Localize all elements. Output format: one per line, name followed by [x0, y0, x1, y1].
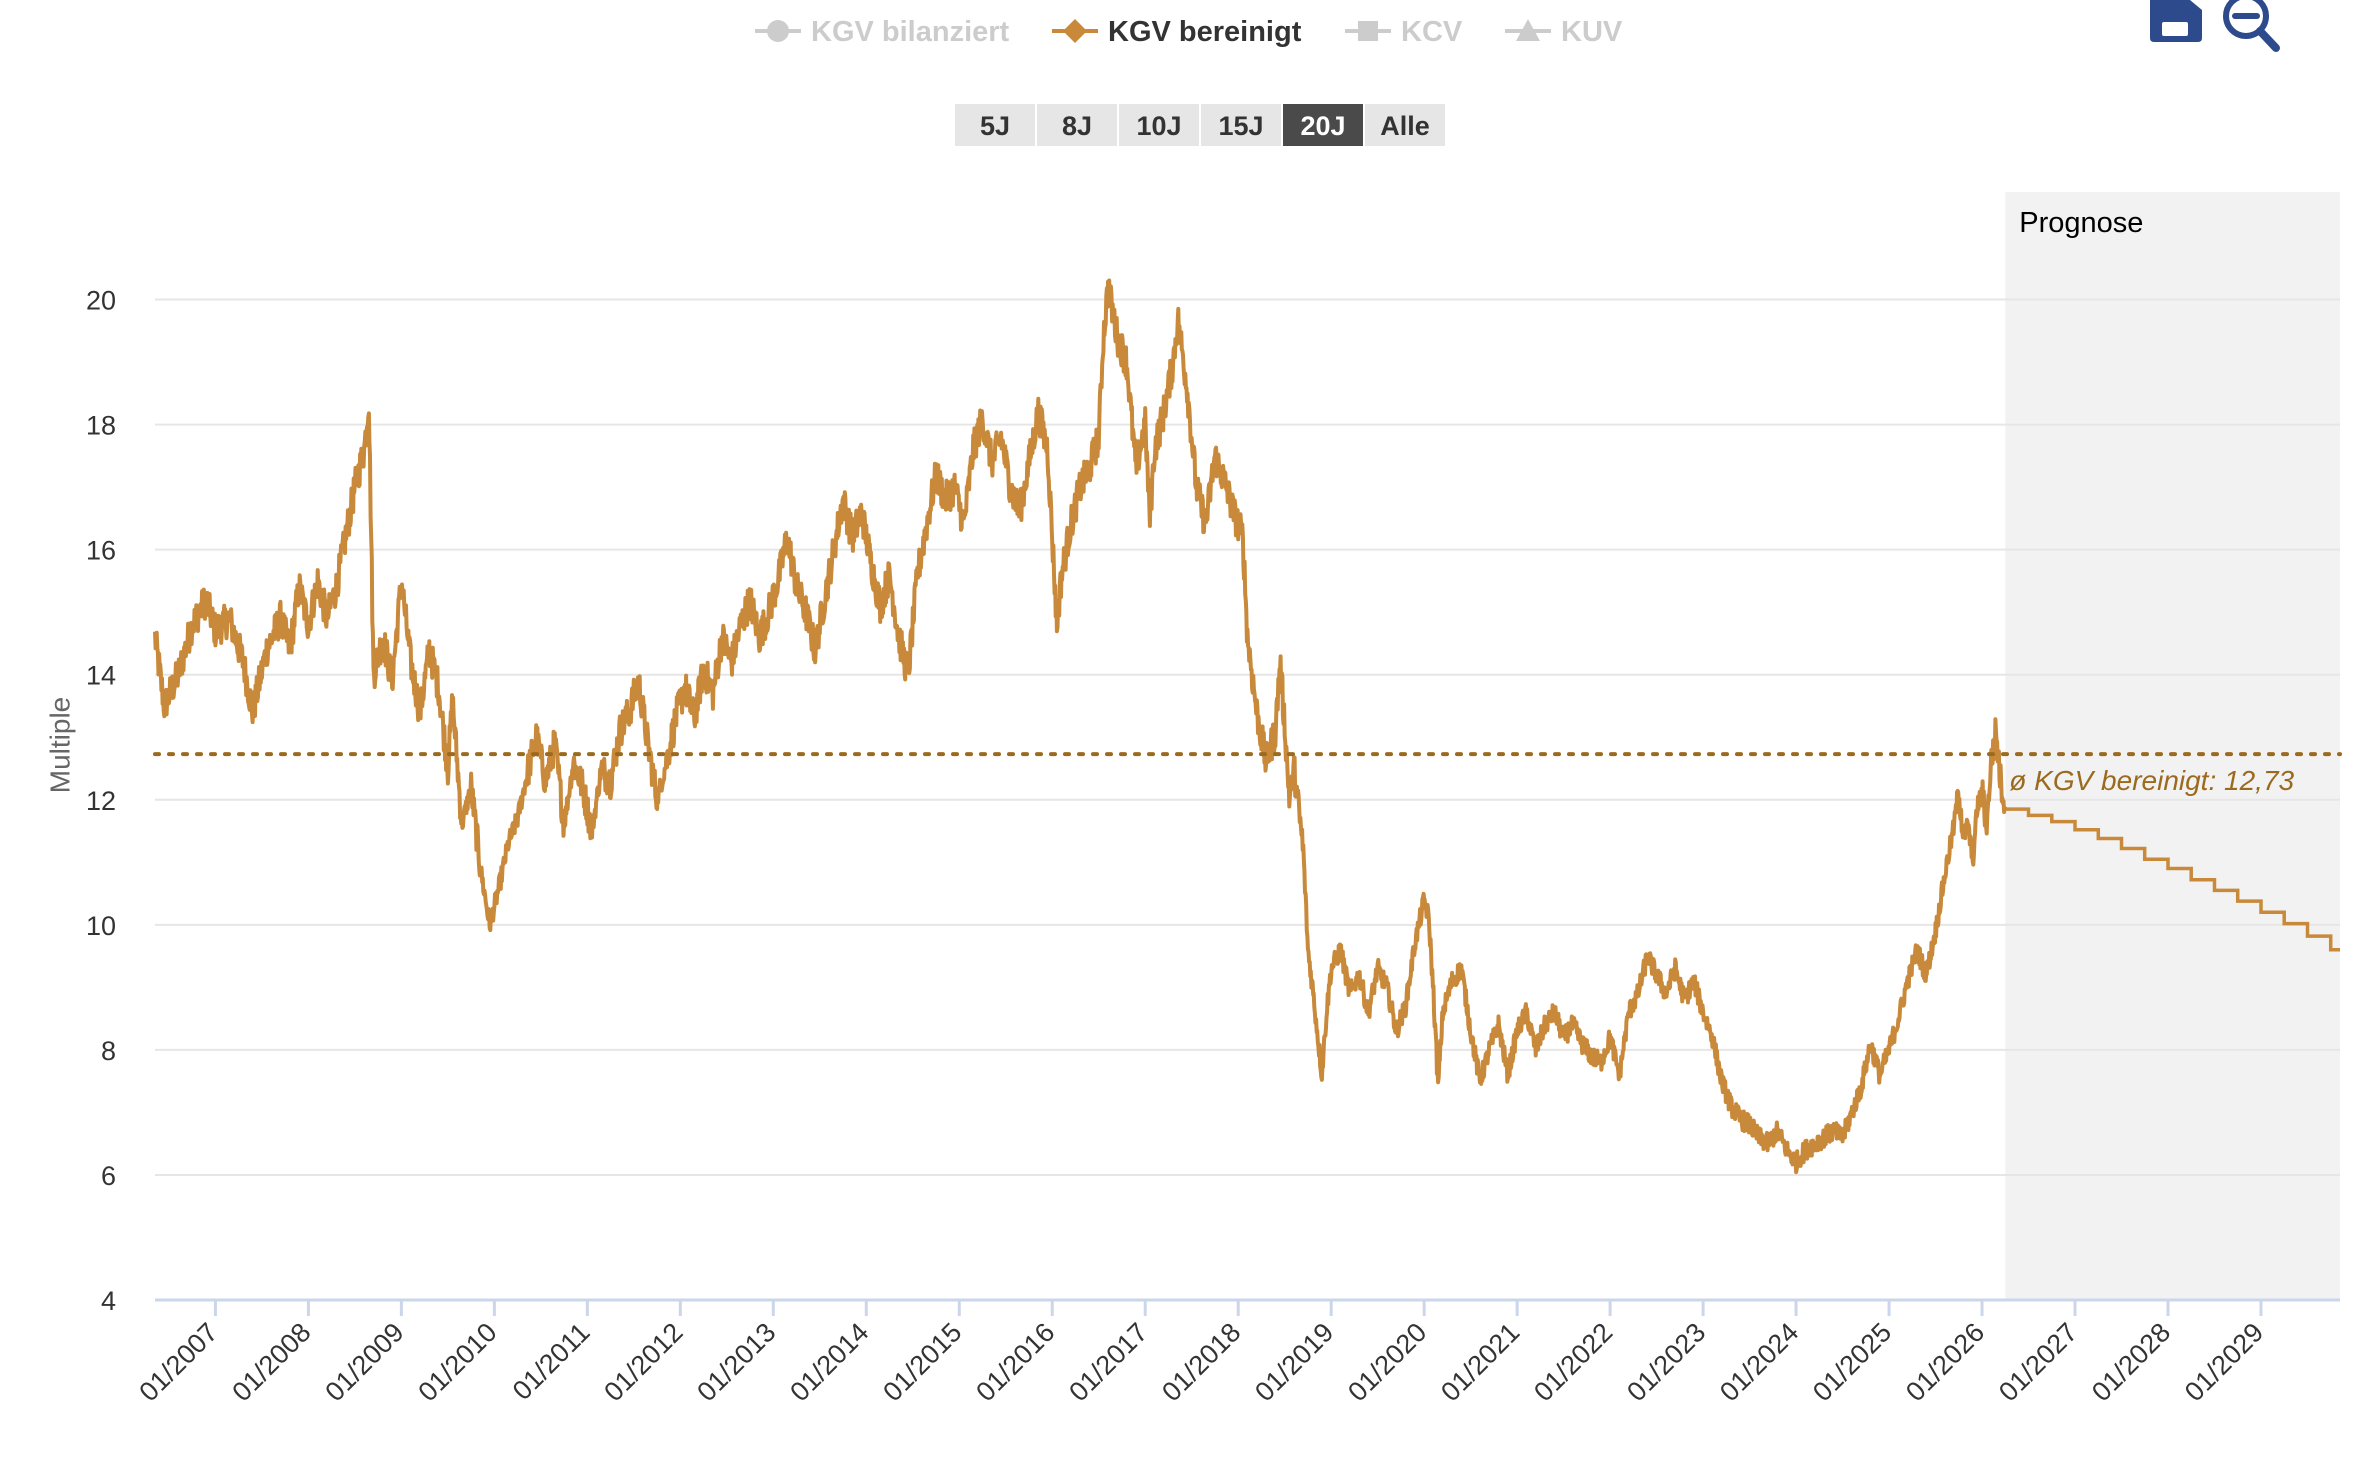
x-tick-label: 01/2012 — [598, 1317, 688, 1407]
x-tick-label: 01/2020 — [1342, 1317, 1432, 1407]
x-tick-label: 01/2029 — [2179, 1317, 2269, 1407]
legend-item-kgv-bilanziert[interactable]: KGV bilanziert — [755, 16, 1010, 48]
range-button-alle[interactable]: Alle — [1365, 104, 1445, 146]
x-tick-label: 01/2009 — [319, 1317, 409, 1407]
y-tick-label: 16 — [86, 536, 116, 566]
y-tick-label: 20 — [86, 286, 116, 316]
y-tick-label: 14 — [86, 661, 116, 691]
range-button-5j[interactable]: 5J — [955, 104, 1035, 146]
y-tick-label: 10 — [86, 911, 116, 941]
y-tick-label: 12 — [86, 786, 116, 816]
range-button-label: 10J — [1136, 111, 1181, 141]
series-line-kgv-bereinigt — [153, 278, 2007, 1175]
diamond-icon — [1063, 19, 1087, 43]
x-tick-label: 01/2014 — [784, 1317, 874, 1407]
range-selector: 5J 8J 10J 15J 20J Alle — [955, 104, 1445, 146]
x-tick-label: 01/2028 — [2086, 1317, 2176, 1407]
x-tick-label: 01/2027 — [1993, 1317, 2083, 1407]
square-icon — [1358, 21, 1378, 41]
range-button-bg — [1037, 104, 1117, 146]
range-button-bg — [1201, 104, 1281, 146]
range-button-8j[interactable]: 8J — [1037, 104, 1117, 146]
x-tick-label: 01/2013 — [691, 1317, 781, 1407]
save-icon[interactable] — [2150, 0, 2202, 42]
range-button-label: 5J — [980, 111, 1010, 141]
legend-item-kcv[interactable]: KCV — [1345, 16, 1463, 48]
forecast-label: Prognose — [2019, 207, 2143, 239]
range-button-10j[interactable]: 10J — [1119, 104, 1199, 146]
legend-item-kgv-bereinigt[interactable]: KGV bereinigt — [1052, 16, 1302, 48]
forecast-band — [2005, 192, 2340, 1300]
legend: KGV bilanziert KGV bereinigt KCV KUV — [755, 16, 1623, 48]
range-button-20j[interactable]: 20J — [1283, 104, 1363, 146]
y-tick-label: 8 — [101, 1036, 116, 1066]
legend-label: KCV — [1401, 16, 1463, 48]
x-tick-label: 01/2018 — [1156, 1317, 1246, 1407]
range-button-bg — [1283, 104, 1363, 146]
average-label: ø KGV bereinigt: 12,73 — [2009, 765, 2294, 796]
range-button-label: 15J — [1218, 111, 1263, 141]
legend-label: KGV bilanziert — [811, 16, 1010, 48]
x-tick-label: 01/2019 — [1249, 1317, 1339, 1407]
range-button-label: 20J — [1300, 111, 1345, 141]
zoom-out-icon[interactable] — [2223, 0, 2280, 52]
x-tick-label: 01/2007 — [133, 1317, 223, 1407]
forecast-line-kgv-bereinigt — [2005, 807, 2340, 952]
range-button-bg — [1119, 104, 1199, 146]
x-tick-label: 01/2021 — [1435, 1317, 1525, 1407]
x-ticks: 01/2007 01/2008 01/2009 01/2010 01/2011 01/20… — [133, 1300, 2269, 1407]
x-tick-label: 01/2023 — [1621, 1317, 1711, 1407]
x-tick-label: 01/2016 — [970, 1317, 1060, 1407]
circle-icon — [767, 20, 789, 42]
x-tick-label: 01/2025 — [1807, 1317, 1897, 1407]
range-button-bg — [955, 104, 1035, 146]
x-tick-label: 01/2011 — [507, 1317, 596, 1406]
y-tick-label: 6 — [101, 1161, 116, 1191]
legend-label: KGV bereinigt — [1108, 16, 1302, 48]
x-tick-label: 01/2022 — [1528, 1317, 1618, 1407]
legend-item-kuv[interactable]: KUV — [1505, 16, 1623, 48]
y-tick-label: 4 — [101, 1286, 116, 1316]
range-button-label: Alle — [1380, 111, 1430, 141]
x-tick-label: 01/2024 — [1714, 1317, 1804, 1407]
legend-label: KUV — [1561, 16, 1623, 48]
range-button-label: 8J — [1062, 111, 1092, 141]
triangle-icon — [1516, 19, 1540, 41]
y-tick-labels: 4 6 8 10 12 14 16 18 20 — [86, 286, 116, 1316]
y-tick-label: 18 — [86, 411, 116, 441]
range-button-15j[interactable]: 15J — [1201, 104, 1281, 146]
y-axis-title: Multiple — [44, 697, 75, 793]
x-tick-label: 01/2015 — [877, 1317, 967, 1407]
range-button-bg — [1365, 104, 1445, 146]
x-tick-label: 01/2010 — [412, 1317, 502, 1407]
x-tick-label: 01/2026 — [1900, 1317, 1990, 1407]
x-tick-label: 01/2008 — [226, 1317, 316, 1407]
x-tick-label: 01/2017 — [1063, 1317, 1153, 1407]
